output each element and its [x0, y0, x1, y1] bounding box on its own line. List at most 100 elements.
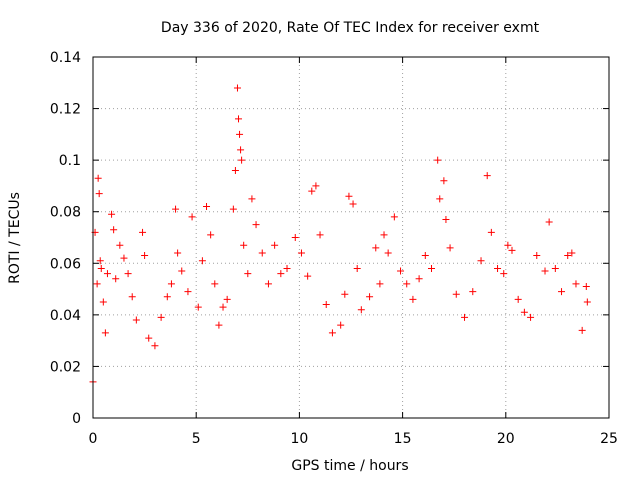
- data-point: [128, 293, 136, 301]
- data-point: [494, 264, 502, 272]
- data-point: [188, 213, 196, 221]
- data-point: [211, 280, 219, 288]
- data-points: [89, 84, 591, 386]
- data-point: [341, 290, 349, 298]
- data-point: [397, 267, 405, 275]
- data-point: [452, 290, 460, 298]
- data-point: [322, 301, 330, 309]
- y-tick-label: 0.02: [50, 359, 81, 375]
- axes: 0 5 10 15 20 25 0 0.02 0.04 0.06 0.08 0.1 0.12 0.14: [50, 50, 618, 447]
- y-tick-label: 0.14: [50, 50, 81, 66]
- data-point: [116, 241, 124, 249]
- y-tick-label: 0.04: [50, 308, 81, 324]
- data-point: [223, 295, 231, 303]
- data-point: [372, 244, 380, 252]
- data-point: [110, 226, 118, 234]
- plot-frame: [92, 56, 610, 419]
- data-point: [461, 313, 469, 321]
- data-point: [207, 231, 215, 239]
- data-point: [304, 272, 312, 280]
- data-point: [527, 313, 535, 321]
- data-point: [357, 306, 365, 314]
- data-point: [583, 298, 591, 306]
- data-point: [533, 252, 541, 260]
- data-point: [124, 270, 132, 278]
- data-point: [508, 246, 516, 254]
- data-point: [248, 195, 256, 203]
- data-point: [427, 264, 435, 272]
- data-point: [178, 267, 186, 275]
- data-point: [252, 221, 260, 229]
- data-point: [157, 313, 165, 321]
- data-point: [235, 115, 243, 123]
- data-point: [97, 264, 105, 272]
- data-point: [240, 241, 248, 249]
- data-point: [194, 303, 202, 311]
- grid-lines: [93, 57, 609, 418]
- data-point: [415, 275, 423, 283]
- data-point: [384, 249, 392, 257]
- data-point: [545, 218, 553, 226]
- data-point: [390, 213, 398, 221]
- data-point: [271, 241, 279, 249]
- data-point: [151, 342, 159, 350]
- data-point: [264, 280, 272, 288]
- y-tick-label: 0.08: [50, 205, 81, 221]
- data-point: [99, 298, 107, 306]
- y-axis-label: ROTI / TECUs: [7, 192, 23, 284]
- data-point: [244, 270, 252, 278]
- data-point: [132, 316, 140, 324]
- x-tick-label: 0: [89, 431, 98, 447]
- data-point: [308, 187, 316, 195]
- data-point: [500, 270, 508, 278]
- data-point: [434, 156, 442, 164]
- data-point: [440, 177, 448, 185]
- data-point: [558, 288, 566, 296]
- data-point: [403, 280, 411, 288]
- data-point: [487, 228, 495, 236]
- data-point: [421, 252, 429, 260]
- data-point: [172, 205, 180, 213]
- data-point: [328, 329, 336, 337]
- data-point: [551, 264, 559, 272]
- data-point: [237, 146, 245, 154]
- data-point: [112, 275, 120, 283]
- data-point: [520, 308, 528, 316]
- data-point: [174, 249, 182, 257]
- data-point: [541, 267, 549, 275]
- data-point: [578, 326, 586, 334]
- data-point: [283, 264, 291, 272]
- data-point: [95, 190, 103, 198]
- data-point: [93, 280, 101, 288]
- data-point: [409, 295, 417, 303]
- data-point: [564, 252, 572, 260]
- data-point: [231, 166, 239, 174]
- y-tick-label: 0: [72, 411, 81, 427]
- data-point: [277, 270, 285, 278]
- data-point: [215, 321, 223, 329]
- data-point: [582, 282, 590, 290]
- x-tick-label: 5: [192, 431, 201, 447]
- data-point: [316, 231, 324, 239]
- data-point: [442, 215, 450, 223]
- data-point: [572, 280, 580, 288]
- data-point: [312, 182, 320, 190]
- y-tick-label: 0.12: [50, 102, 81, 118]
- data-point: [103, 270, 111, 278]
- x-tick-label: 10: [290, 431, 308, 447]
- data-point: [236, 130, 244, 138]
- chart-title: Day 336 of 2020, Rate Of TEC Index for r…: [161, 20, 540, 36]
- data-point: [101, 329, 109, 337]
- data-point: [96, 257, 104, 265]
- data-point: [219, 303, 227, 311]
- data-point: [198, 257, 206, 265]
- data-point: [94, 174, 102, 182]
- x-axis-label: GPS time / hours: [291, 458, 408, 474]
- data-point: [380, 231, 388, 239]
- data-point: [233, 84, 241, 92]
- data-point: [145, 334, 153, 342]
- data-point: [238, 156, 246, 164]
- data-point: [297, 249, 305, 257]
- data-point: [376, 280, 384, 288]
